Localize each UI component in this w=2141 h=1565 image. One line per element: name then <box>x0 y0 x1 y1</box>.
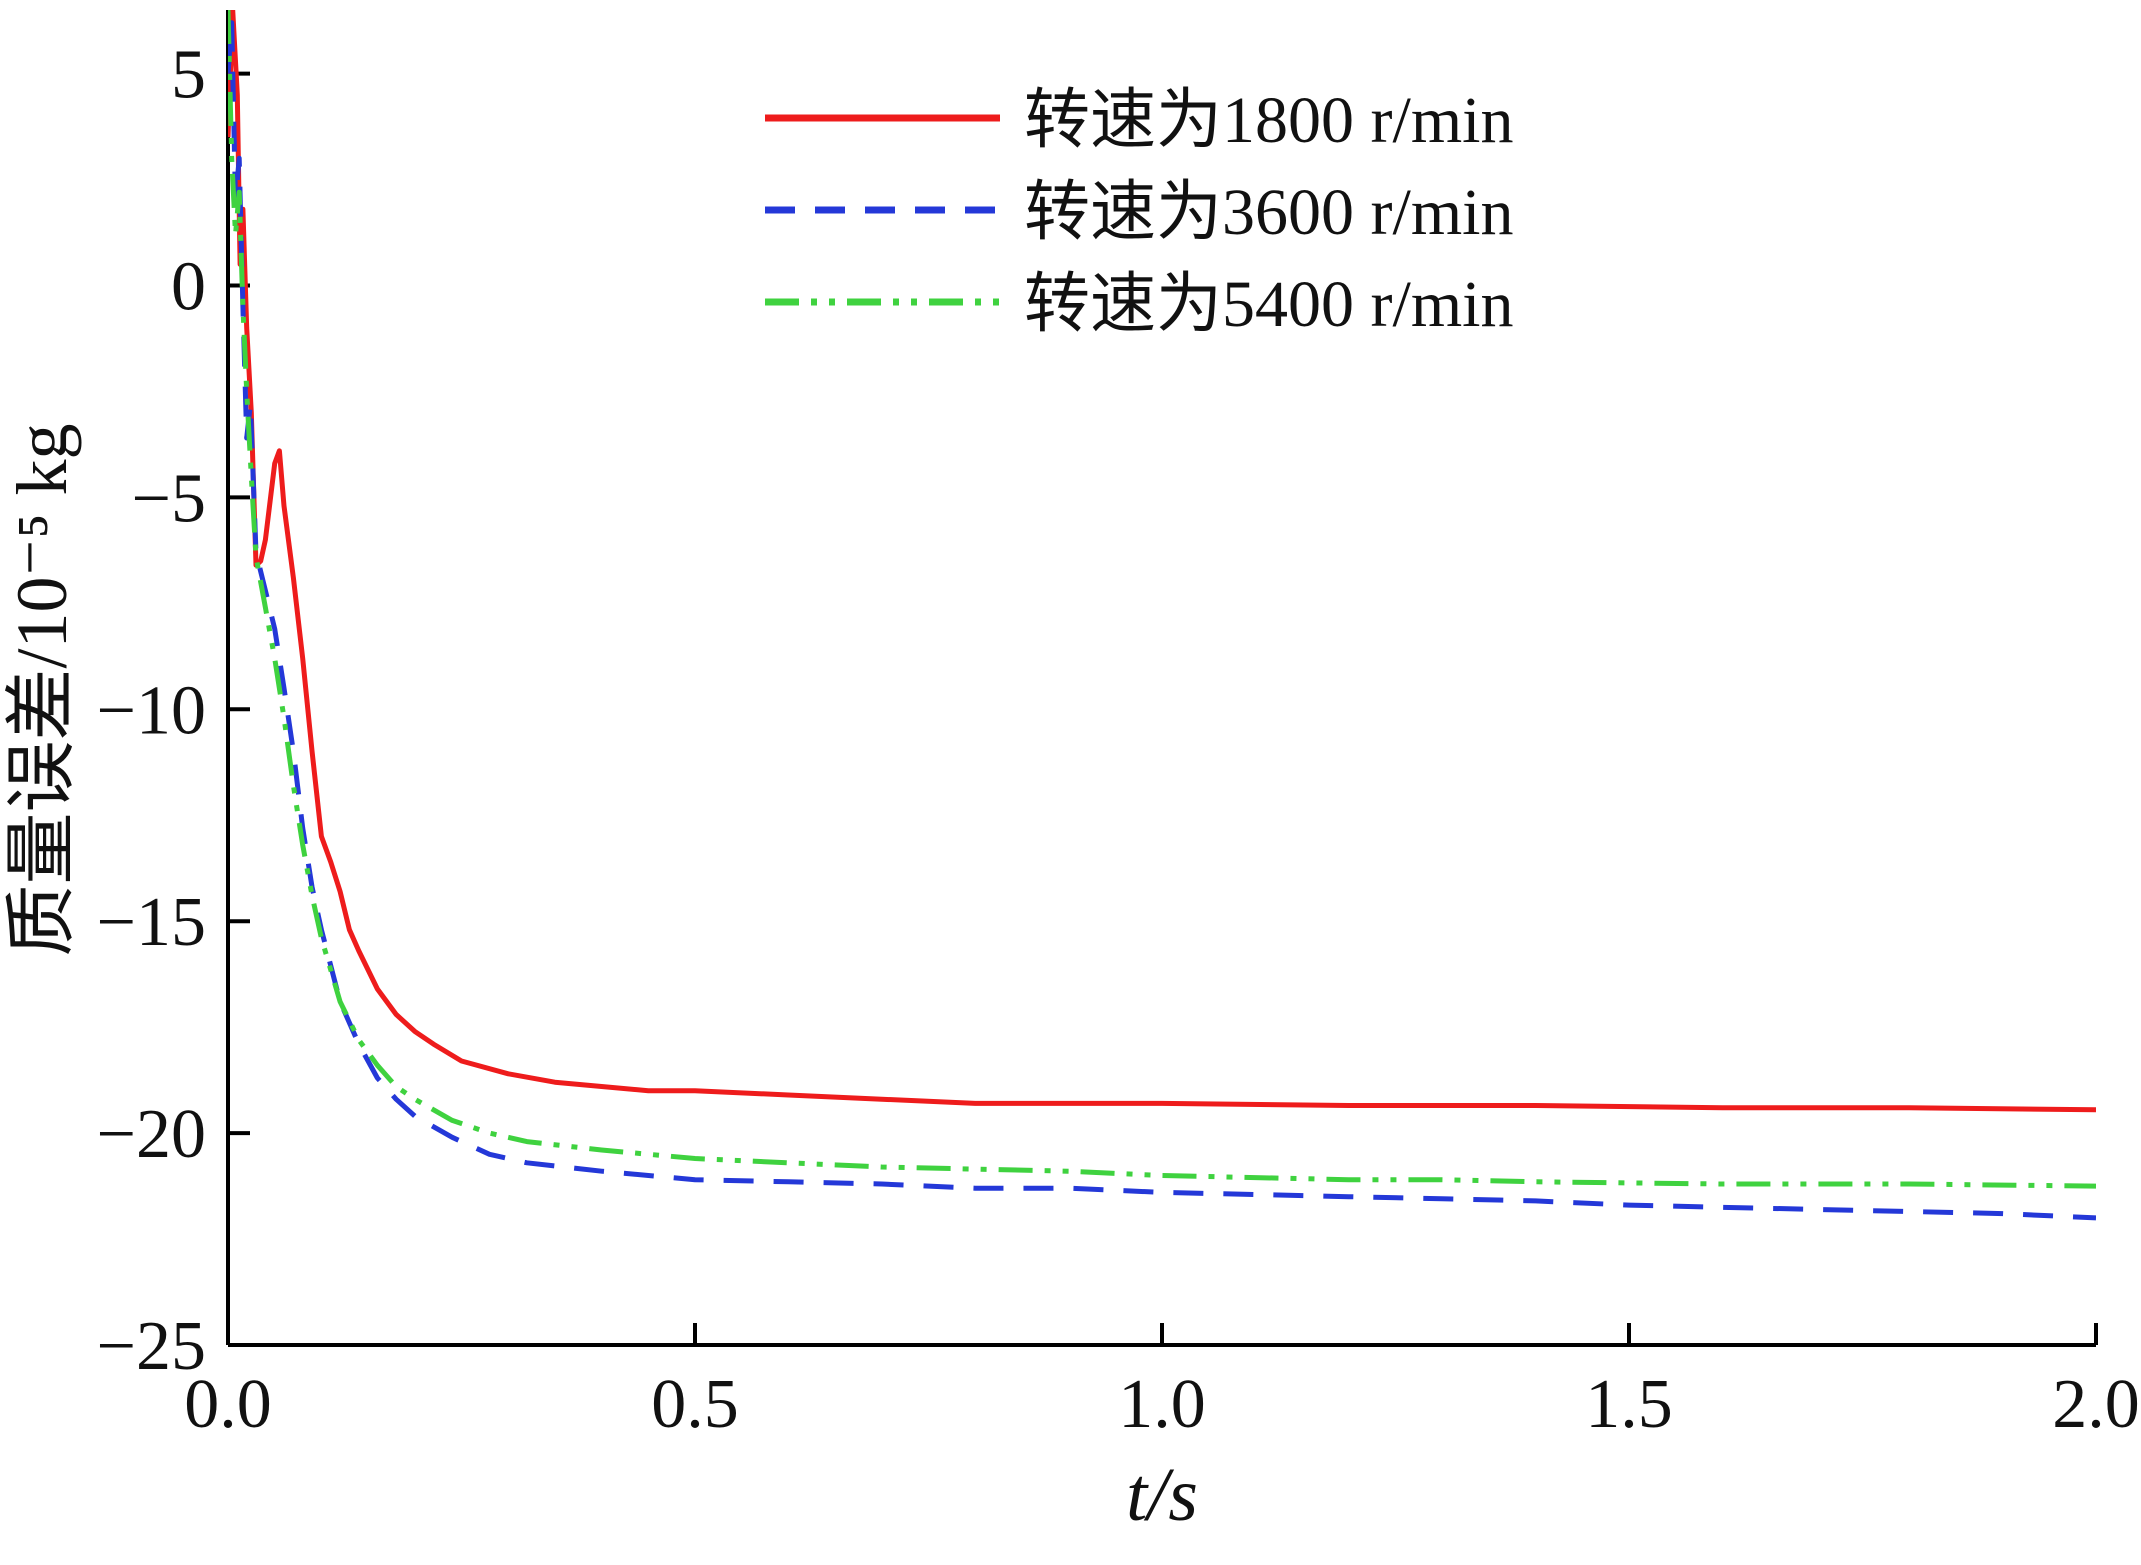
y-axis-label: 质量误差/10⁻⁵ kg <box>2 423 82 956</box>
y-tick-label: −15 <box>97 884 206 961</box>
x-axis-label: t/s <box>1126 1453 1198 1537</box>
legend: 转速为1800 r/min 转速为3600 r/min 转速为5400 r/min <box>765 84 1514 341</box>
x-tick-label: 0.5 <box>651 1366 739 1443</box>
x-tick-label: 1.5 <box>1585 1366 1673 1443</box>
legend-label: 转速为1800 r/min <box>1024 84 1514 157</box>
series-line-dashed <box>228 20 2096 1221</box>
legend-label: 转速为5400 r/min <box>1024 268 1514 341</box>
x-tick-label: 2.0 <box>2052 1366 2140 1443</box>
series-line-dashdot <box>228 10 2096 1189</box>
y-tick-label: −10 <box>97 672 206 749</box>
x-tick-label: 0.0 <box>184 1366 272 1443</box>
series-line-solid <box>228 10 2096 1113</box>
legend-label: 转速为3600 r/min <box>1024 176 1514 249</box>
y-tick-label: −20 <box>97 1096 206 1173</box>
y-tick-label: −5 <box>132 460 206 537</box>
y-tick-label: 5 <box>171 37 206 114</box>
y-tick-label: 0 <box>171 248 206 325</box>
y-tick-label: −25 <box>97 1308 206 1385</box>
plot-area: 0.0 0.5 1.0 1.5 2.0 5 0 −5 −10 −15 −20 −25 <box>97 10 2140 1443</box>
x-tick-label: 1.0 <box>1118 1366 1206 1443</box>
